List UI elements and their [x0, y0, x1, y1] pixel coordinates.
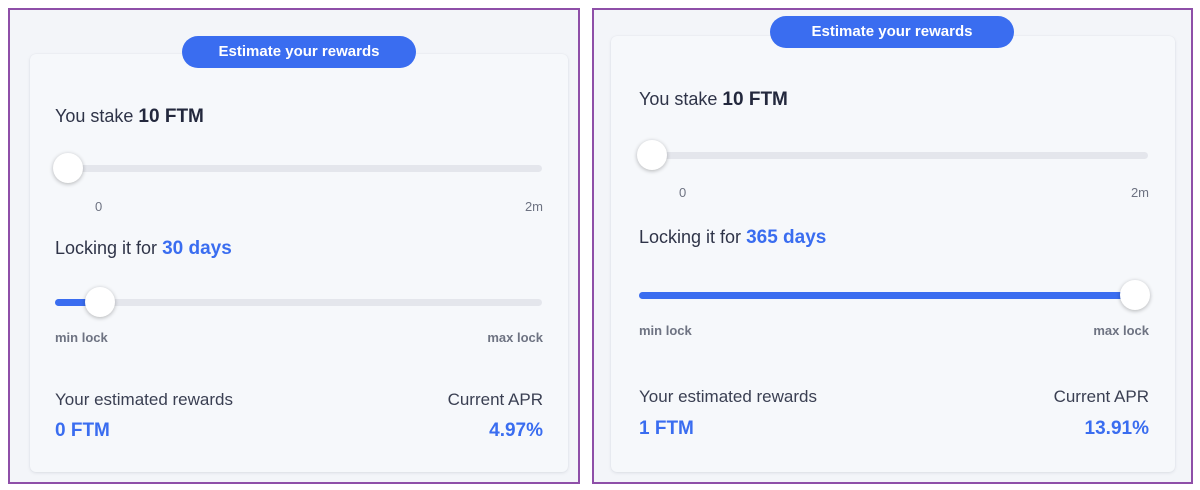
lock-max-label: max lock	[487, 330, 543, 345]
stake-prefix: You stake	[639, 89, 718, 109]
lock-amount: 30 days	[162, 238, 232, 259]
rewards-card: You stake 10 FTM 0 2m Locking it for 365…	[611, 36, 1175, 472]
stake-amount: 10 FTM	[138, 106, 204, 127]
lock-min-label: min lock	[55, 330, 108, 345]
stake-slider-thumb[interactable]	[637, 140, 667, 170]
stake-slider-track[interactable]	[639, 152, 1148, 159]
lock-slider-thumb[interactable]	[85, 287, 116, 317]
lock-slider-fill	[639, 292, 1148, 299]
stake-prefix: You stake	[55, 106, 134, 126]
lock-line: Locking it for 30 days	[55, 238, 232, 260]
current-apr-label: Current APR	[447, 390, 543, 409]
stake-line: You stake 10 FTM	[639, 89, 788, 111]
rewards-panel-right: You stake 10 FTM 0 2m Locking it for 365…	[592, 8, 1193, 484]
estimated-rewards-value: 0 FTM	[55, 420, 110, 441]
rewards-panel-left: You stake 10 FTM 0 2m Locking it for 30 …	[8, 8, 580, 484]
current-apr-value: 13.91%	[1084, 418, 1149, 439]
lock-amount: 365 days	[746, 227, 827, 248]
estimate-rewards-button[interactable]: Estimate your rewards	[770, 16, 1014, 48]
estimated-rewards-label: Your estimated rewards	[55, 390, 233, 409]
estimated-rewards-value: 1 FTM	[639, 418, 694, 439]
stake-min-label: 0	[679, 185, 687, 200]
stake-amount: 10 FTM	[722, 89, 788, 110]
estimate-rewards-button[interactable]: Estimate your rewards	[182, 36, 416, 68]
estimated-rewards-label: Your estimated rewards	[639, 387, 817, 406]
stake-min-label: 0	[95, 199, 103, 214]
current-apr-value: 4.97%	[489, 420, 543, 441]
stake-max-label: 2m	[1130, 185, 1149, 200]
lock-prefix: Locking it for	[55, 238, 158, 258]
lock-line: Locking it for 365 days	[639, 227, 826, 249]
lock-slider-fill	[55, 299, 90, 306]
lock-prefix: Locking it for	[639, 227, 742, 247]
stake-slider-thumb[interactable]	[53, 153, 83, 183]
lock-min-label: min lock	[639, 323, 692, 338]
lock-slider-track[interactable]	[55, 299, 542, 306]
current-apr-label: Current APR	[1053, 387, 1149, 406]
lock-max-label: max lock	[1093, 323, 1149, 338]
stake-line: You stake 10 FTM	[55, 106, 204, 128]
stake-slider-track[interactable]	[55, 165, 542, 172]
rewards-card: You stake 10 FTM 0 2m Locking it for 30 …	[30, 54, 568, 472]
lock-slider-track[interactable]	[639, 292, 1148, 299]
stake-max-label: 2m	[524, 199, 543, 214]
lock-slider-thumb[interactable]	[1120, 280, 1150, 310]
